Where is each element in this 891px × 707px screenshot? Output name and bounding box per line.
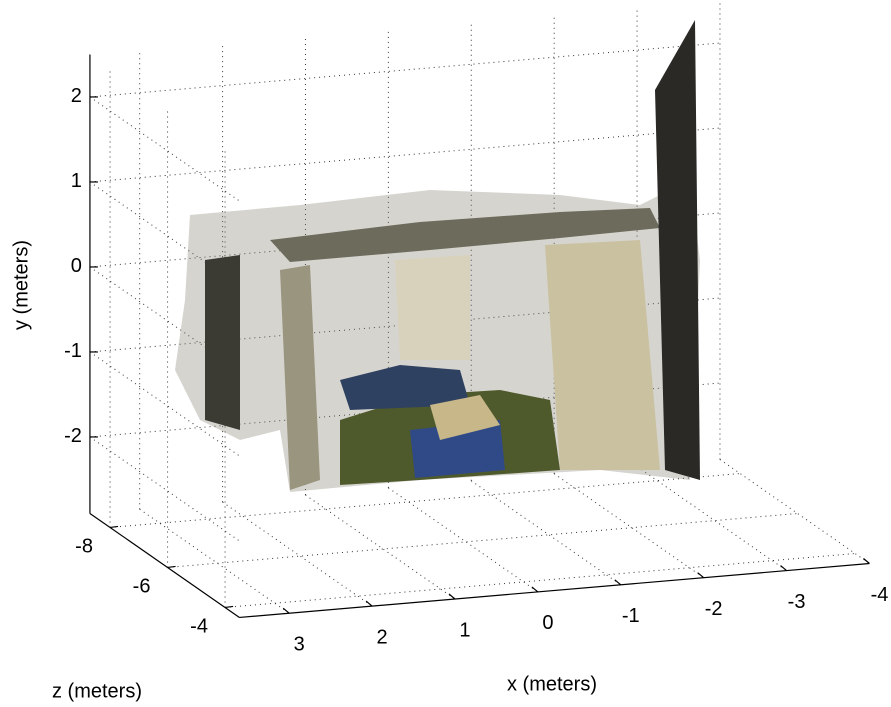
z-tick-label: -6 (133, 576, 151, 598)
z-axis-line (90, 513, 240, 617)
cloud-wall (545, 240, 660, 470)
x-tick (449, 594, 455, 599)
cloud-window (395, 255, 470, 360)
y-tick-label: -1 (64, 340, 82, 362)
y-axis-label: y (meters) (10, 240, 32, 330)
x-axis-label: x (meters) (507, 673, 597, 695)
y-tick-label: -2 (64, 425, 82, 447)
x-tick-label: 1 (459, 619, 470, 641)
grid-line (720, 460, 870, 564)
grid-line (305, 495, 455, 599)
grid-line (90, 43, 720, 97)
x-tick-label: -4 (871, 584, 889, 606)
z-tick (110, 526, 118, 527)
grid-line (223, 502, 373, 606)
y-tick-label: 2 (71, 85, 82, 107)
grid-line (471, 481, 621, 585)
x-tick-label: 2 (377, 626, 388, 648)
grid-line (140, 509, 289, 613)
grid-line (90, 437, 240, 541)
x-axis-line (239, 564, 869, 618)
grid-line (90, 128, 720, 182)
grid-line (168, 514, 798, 568)
y-tick-label: 1 (71, 170, 82, 192)
x-tick (366, 601, 372, 606)
z-tick (168, 566, 176, 567)
z-tick-label: -8 (75, 536, 93, 558)
y-tick-label: 0 (71, 255, 82, 277)
z-tick (225, 606, 233, 607)
x-tick-label: -1 (622, 605, 640, 627)
chart: y (meters) x (meters) z (meters) -2 -1 0 1 2… (0, 0, 891, 707)
z-axis-label: z (meters) (52, 680, 142, 702)
x-tick-label: -3 (788, 591, 806, 613)
x-tick-label: -2 (705, 598, 723, 620)
x-tick (698, 573, 704, 578)
x-tick-label: 0 (542, 612, 553, 634)
grid-line (225, 554, 855, 608)
cloud-frame (205, 255, 240, 430)
x-tick (781, 566, 787, 571)
point-cloud (175, 20, 700, 492)
grid-line (90, 97, 240, 201)
z-tick-label: -4 (190, 616, 208, 638)
grid-line (388, 488, 538, 592)
x-tick (532, 587, 538, 592)
grid-line (554, 474, 704, 578)
x-tick (863, 559, 869, 564)
x-tick (283, 608, 289, 613)
grid-line (110, 474, 740, 528)
grid-line (637, 467, 787, 571)
x-tick (615, 580, 621, 585)
x-tick-label: 3 (294, 633, 305, 655)
